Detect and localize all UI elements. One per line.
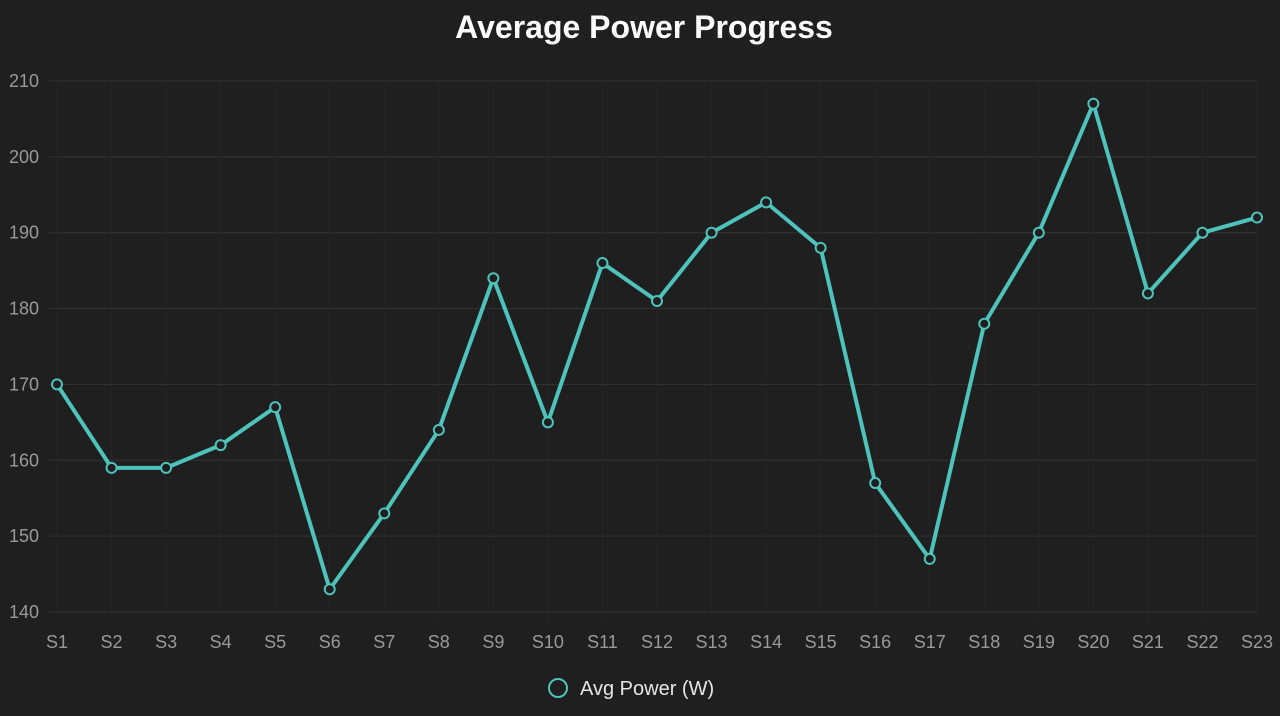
- x-tick-label: S22: [1186, 632, 1218, 652]
- chart-title: Average Power Progress: [455, 9, 833, 45]
- data-point[interactable]: [760, 196, 773, 209]
- x-tick-label: S6: [319, 632, 341, 652]
- data-point[interactable]: [105, 461, 118, 474]
- data-point[interactable]: [269, 401, 282, 414]
- x-tick-label: S12: [641, 632, 673, 652]
- x-tick-label: S1: [46, 632, 68, 652]
- legend[interactable]: Avg Power (W): [548, 678, 714, 700]
- data-point[interactable]: [814, 241, 827, 254]
- x-tick-label: S13: [696, 632, 728, 652]
- x-tick-label: S5: [264, 632, 286, 652]
- x-tick-label: S19: [1023, 632, 1055, 652]
- data-point[interactable]: [160, 461, 173, 474]
- x-tick-label: S4: [210, 632, 232, 652]
- x-tick-label: S2: [101, 632, 123, 652]
- x-axis-ticks: S1 S2 S3 S4 S5 S6 S7 S8 S9 S10 S11 S12 S13 S14 S15 S16 S…: [46, 632, 1273, 652]
- data-point[interactable]: [1196, 226, 1209, 239]
- x-tick-label: S11: [587, 632, 618, 652]
- x-tick-label: S9: [482, 632, 504, 652]
- data-point[interactable]: [323, 583, 336, 596]
- x-tick-label: S8: [428, 632, 450, 652]
- data-point[interactable]: [378, 507, 391, 520]
- grid-lines: [49, 80, 1258, 620]
- x-tick-label: S18: [968, 632, 1000, 652]
- y-tick-label: 190: [9, 223, 39, 243]
- data-point[interactable]: [1251, 211, 1263, 224]
- x-tick-label: S17: [914, 632, 946, 652]
- y-axis-ticks: 140 150 160 170 180 190 200 210: [9, 71, 39, 622]
- x-tick-label: S10: [532, 632, 564, 652]
- data-point[interactable]: [1141, 287, 1154, 300]
- y-tick-label: 180: [9, 299, 39, 319]
- x-tick-label: S16: [859, 632, 891, 652]
- y-tick-label: 140: [9, 602, 39, 622]
- data-point[interactable]: [432, 423, 445, 436]
- y-tick-label: 170: [9, 374, 39, 394]
- x-tick-label: S7: [373, 632, 395, 652]
- series-avg-power: [51, 97, 1263, 596]
- data-point[interactable]: [1087, 97, 1100, 110]
- x-tick-label: S23: [1241, 632, 1273, 652]
- data-point[interactable]: [869, 477, 882, 490]
- legend-marker: [548, 678, 568, 698]
- data-point[interactable]: [923, 552, 936, 565]
- legend-label: Avg Power (W): [580, 678, 714, 700]
- y-tick-label: 210: [9, 71, 39, 91]
- data-point[interactable]: [705, 226, 718, 239]
- y-tick-label: 150: [9, 526, 39, 546]
- data-point[interactable]: [487, 272, 500, 285]
- x-tick-label: S20: [1077, 632, 1109, 652]
- data-point[interactable]: [596, 257, 609, 270]
- x-tick-label: S21: [1132, 632, 1164, 652]
- data-point[interactable]: [51, 378, 63, 391]
- data-point[interactable]: [214, 439, 227, 452]
- x-tick-label: S14: [750, 632, 782, 652]
- data-point[interactable]: [1032, 226, 1045, 239]
- x-tick-label: S15: [805, 632, 837, 652]
- data-point[interactable]: [651, 294, 663, 307]
- data-point[interactable]: [541, 416, 554, 429]
- x-tick-label: S3: [155, 632, 177, 652]
- y-tick-label: 160: [9, 450, 39, 470]
- y-tick-label: 200: [9, 147, 39, 167]
- data-point[interactable]: [978, 317, 991, 330]
